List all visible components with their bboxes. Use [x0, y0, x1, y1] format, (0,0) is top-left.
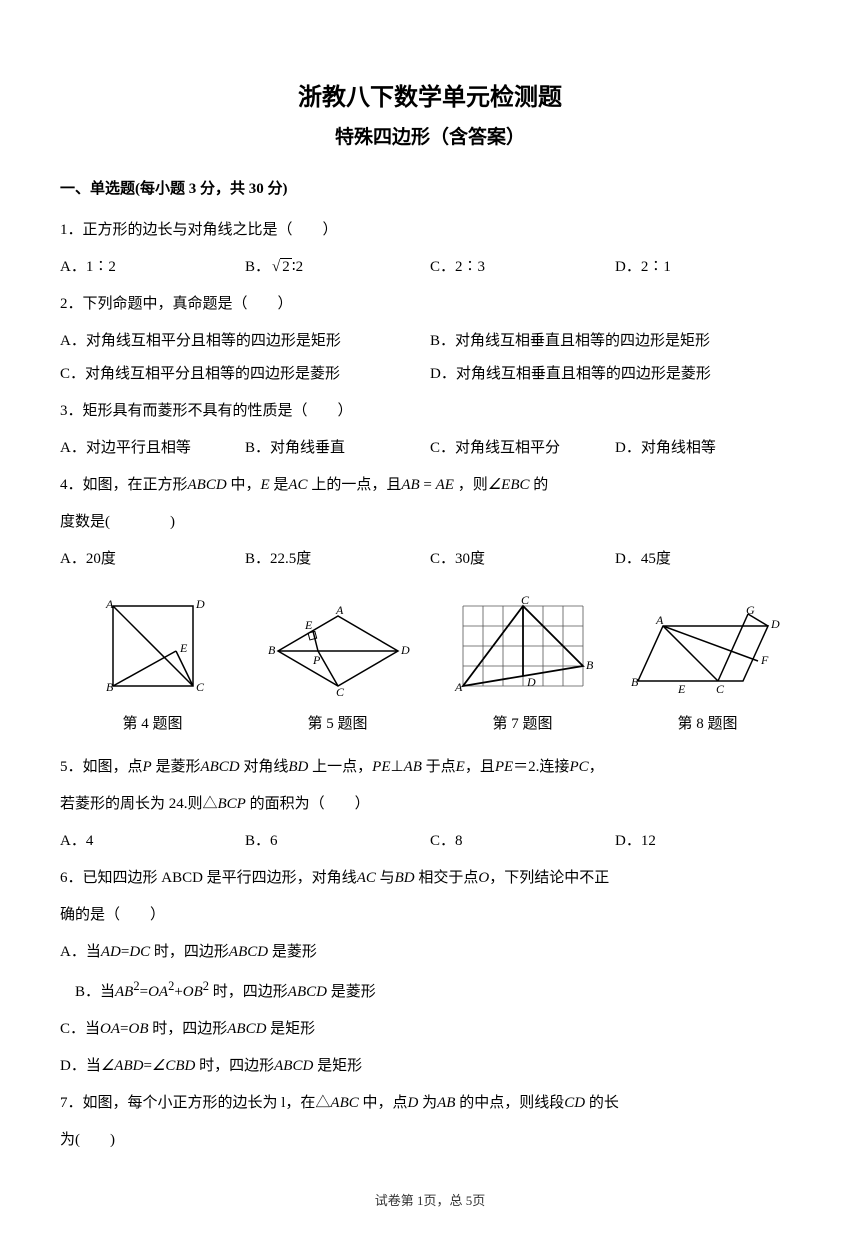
question-5: 5．如图，点P 是菱形ABCD 对角线BD 上一点，PE⊥AB 于点E，且PE＝…: [60, 751, 800, 784]
q6-opt-d: D．当∠ABD=∠CBD 时，四边形ABCD 是矩形: [60, 1050, 800, 1083]
q6-opt-b: B．当AB2=OA2+OB2 时，四边形ABCD 是菱形: [60, 973, 800, 1009]
svg-text:C: C: [336, 685, 345, 696]
q1-opt-c: C．2∶3: [430, 251, 615, 284]
q6-opt-c: C．当OA=OB 时，四边形ABCD 是矩形: [60, 1013, 800, 1046]
q1-opt-b: B．2∶2: [245, 251, 430, 284]
question-6-line2: 确的是（ ）: [60, 899, 800, 932]
q6-opt-a: A．当AD=DC 时，四边形ABCD 是菱形: [60, 936, 800, 969]
page-title: 浙教八下数学单元检测题: [60, 80, 800, 116]
figures-row: A D B C E 第 4 题图 A B C D E P 第 5 题图: [60, 596, 800, 741]
q1-opt-d: D．2∶1: [615, 251, 800, 284]
svg-text:D: D: [770, 617, 780, 631]
figure-5-caption: 第 5 题图: [245, 708, 430, 741]
svg-text:B: B: [631, 675, 639, 689]
svg-text:A: A: [335, 606, 344, 617]
q2-opt-d: D．对角线互相垂直且相等的四边形是菱形: [430, 358, 800, 391]
q1-options: A．1∶2 B．2∶2 C．2∶3 D．2∶1: [60, 251, 800, 284]
q5-opt-d: D．12: [615, 825, 800, 858]
question-6: 6．已知四边形 ABCD 是平行四边形，对角线AC 与BD 相交于点O，下列结论…: [60, 862, 800, 895]
figure-4: A D B C E 第 4 题图: [60, 596, 245, 741]
q3-opt-b: B．对角线垂直: [245, 432, 430, 465]
question-7: 7．如图，每个小正方形的边长为 l，在△ABC 中，点D 为AB 的中点，则线段…: [60, 1087, 800, 1120]
svg-text:C: C: [521, 596, 530, 607]
q2-opt-c: C．对角线互相平分且相等的四边形是菱形: [60, 358, 430, 391]
svg-text:A: A: [655, 613, 664, 627]
svg-text:E: E: [677, 682, 686, 696]
question-7-line2: 为( ): [60, 1124, 800, 1157]
question-4-line2: 度数是( ): [60, 506, 800, 539]
question-3: 3．矩形具有而菱形不具有的性质是（ ）: [60, 395, 800, 428]
svg-text:D: D: [195, 597, 205, 611]
svg-text:D: D: [526, 675, 536, 689]
q3-options: A．对边平行且相等 B．对角线垂直 C．对角线互相平分 D．对角线相等: [60, 432, 800, 465]
q4-opt-d: D．45度: [615, 543, 800, 576]
page-footer: 试卷第 1页，总 5页: [60, 1187, 800, 1216]
svg-text:C: C: [716, 682, 725, 696]
figure-8-caption: 第 8 题图: [615, 708, 800, 741]
q5-opt-c: C．8: [430, 825, 615, 858]
svg-text:F: F: [760, 653, 769, 667]
svg-text:B: B: [268, 643, 276, 657]
section-header: 一、单选题(每小题 3 分，共 30 分): [60, 173, 800, 206]
q2-opt-a: A．对角线互相平分且相等的四边形是矩形: [60, 325, 430, 358]
question-1: 1．正方形的边长与对角线之比是（ ）: [60, 214, 800, 247]
q5-opt-a: A．4: [60, 825, 245, 858]
q3-opt-a: A．对边平行且相等: [60, 432, 245, 465]
figure-4-caption: 第 4 题图: [60, 708, 245, 741]
figure-8: A D B C E F G 第 8 题图: [615, 606, 800, 741]
svg-text:G: G: [746, 606, 755, 617]
q4-opt-b: B．22.5度: [245, 543, 430, 576]
figure-7-caption: 第 7 题图: [430, 708, 615, 741]
question-4: 4．如图，在正方形ABCD 中，E 是AC 上的一点，且AB = AE ，则∠E…: [60, 469, 800, 502]
question-5-line2: 若菱形的周长为 24.则△BCP 的面积为（ ）: [60, 788, 800, 821]
svg-text:B: B: [106, 680, 114, 694]
svg-text:E: E: [179, 641, 188, 655]
svg-text:D: D: [400, 643, 410, 657]
q3-opt-d: D．对角线相等: [615, 432, 800, 465]
q2-options: A．对角线互相平分且相等的四边形是矩形 B．对角线互相垂直且相等的四边形是矩形 …: [60, 325, 800, 391]
q3-opt-c: C．对角线互相平分: [430, 432, 615, 465]
svg-text:E: E: [304, 618, 313, 632]
page-subtitle: 特殊四边形（含答案）: [60, 124, 800, 153]
q4-opt-a: A．20度: [60, 543, 245, 576]
svg-text:B: B: [586, 658, 593, 672]
q5-options: A．4 B．6 C．8 D．12: [60, 825, 800, 858]
q1-opt-a: A．1∶2: [60, 251, 245, 284]
question-2: 2．下列命题中，真命题是（ ）: [60, 288, 800, 321]
svg-text:C: C: [196, 680, 205, 694]
q4-options: A．20度 B．22.5度 C．30度 D．45度: [60, 543, 800, 576]
sqrt-icon: 2: [270, 251, 292, 284]
figure-5: A B C D E P 第 5 题图: [245, 606, 430, 741]
svg-text:A: A: [454, 680, 463, 694]
svg-text:P: P: [312, 653, 321, 667]
q2-opt-b: B．对角线互相垂直且相等的四边形是矩形: [430, 325, 800, 358]
svg-text:A: A: [105, 597, 114, 611]
q5-opt-b: B．6: [245, 825, 430, 858]
figure-7: A B C D 第 7 题图: [430, 596, 615, 741]
q4-opt-c: C．30度: [430, 543, 615, 576]
